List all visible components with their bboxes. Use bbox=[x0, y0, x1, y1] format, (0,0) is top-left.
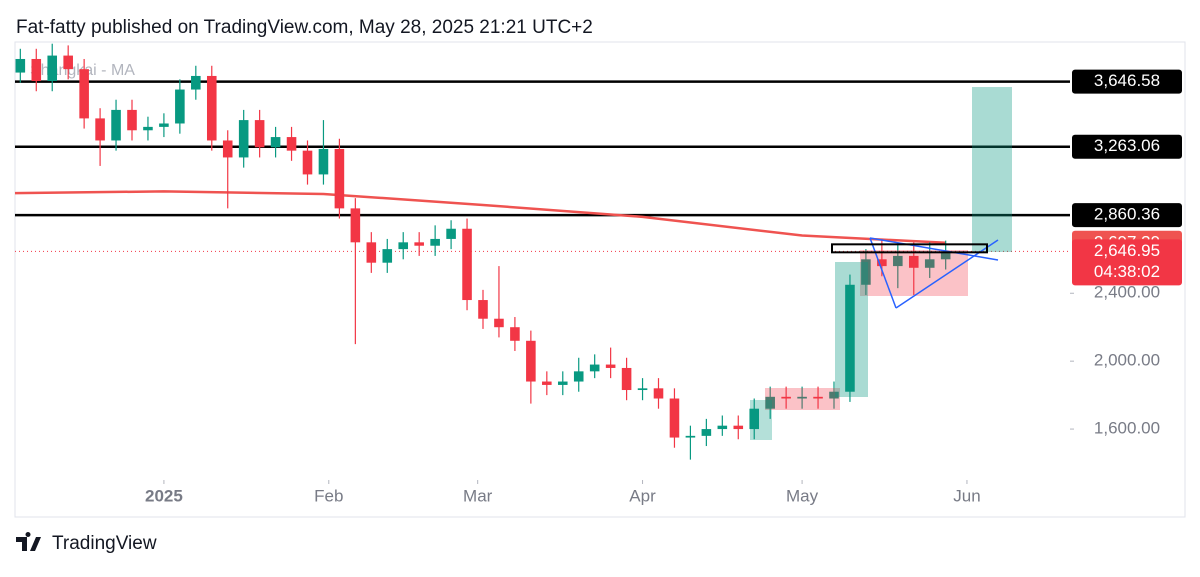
candle-body bbox=[254, 120, 265, 148]
candle-body bbox=[286, 137, 297, 151]
candle-body bbox=[669, 398, 680, 438]
candle-body bbox=[47, 55, 58, 82]
candle-body bbox=[924, 259, 935, 268]
candle-body bbox=[542, 381, 552, 385]
price-label: 3,263.06 bbox=[1094, 136, 1160, 155]
candle-body bbox=[621, 367, 632, 391]
candle-body bbox=[95, 118, 105, 141]
candle-body bbox=[685, 435, 696, 438]
candle-body bbox=[31, 58, 42, 82]
trend-line bbox=[869, 237, 999, 261]
candle-body bbox=[302, 150, 313, 175]
y-tick-label: 2,000.00 bbox=[1094, 351, 1160, 370]
last-price-label: 2,646.95 bbox=[1094, 241, 1160, 260]
candle-body bbox=[414, 242, 424, 246]
x-tick-label: 2025 bbox=[145, 486, 183, 505]
candle-body bbox=[222, 140, 233, 158]
candle-body bbox=[781, 396, 791, 399]
candle-body bbox=[79, 69, 89, 119]
candle-body bbox=[143, 126, 153, 131]
candle-body bbox=[765, 396, 775, 409]
candle-body bbox=[605, 364, 616, 368]
candle-body bbox=[478, 300, 488, 319]
pane bbox=[14, 41, 1186, 518]
candle-body bbox=[318, 148, 329, 175]
candle-body bbox=[877, 259, 887, 267]
drawings bbox=[750, 87, 1012, 440]
x-tick-label: May bbox=[786, 486, 819, 505]
candle-body bbox=[206, 75, 217, 141]
candle-body bbox=[829, 391, 839, 399]
candle-body bbox=[350, 208, 361, 243]
candle-body bbox=[573, 371, 584, 382]
x-tick-label: Jun bbox=[953, 486, 980, 505]
price-label-box bbox=[1072, 203, 1182, 228]
candle-body bbox=[893, 255, 903, 267]
candle-body bbox=[494, 318, 504, 328]
candle-body bbox=[270, 137, 281, 148]
y-tick-label: 2,400.00 bbox=[1094, 283, 1160, 302]
candle-body bbox=[238, 120, 249, 158]
candle-body bbox=[637, 388, 648, 391]
candle-body bbox=[111, 109, 121, 141]
candle-body bbox=[940, 251, 951, 260]
candle-body bbox=[398, 242, 409, 250]
candle-body bbox=[797, 396, 807, 399]
price-label: 2,860.36 bbox=[1094, 205, 1160, 224]
candle-body bbox=[175, 89, 185, 124]
zone bbox=[765, 388, 840, 410]
candle-body bbox=[861, 259, 871, 285]
zone bbox=[835, 262, 868, 397]
candle-body bbox=[430, 238, 440, 246]
candle-body bbox=[366, 242, 377, 263]
candle-body bbox=[717, 425, 728, 430]
header: Fat-fatty published on TradingView.com, … bbox=[16, 17, 593, 38]
candle-body bbox=[159, 123, 169, 127]
candle-body bbox=[191, 75, 201, 90]
candle-body bbox=[382, 249, 393, 263]
ma-line bbox=[14, 190, 946, 245]
zone bbox=[750, 400, 772, 440]
candle-body bbox=[63, 55, 73, 70]
candle-body bbox=[526, 340, 536, 382]
range-box bbox=[831, 243, 988, 254]
price-label-box bbox=[1072, 134, 1182, 159]
price-label-box bbox=[1072, 69, 1182, 94]
candle-body bbox=[127, 109, 137, 131]
countdown: 04:38:02 bbox=[1094, 262, 1160, 281]
candle-body bbox=[334, 148, 345, 209]
candle-body bbox=[908, 255, 919, 268]
x-tick-label: Mar bbox=[463, 486, 493, 505]
price-label: 3,646.58 bbox=[1094, 71, 1160, 90]
candle-body bbox=[749, 408, 760, 430]
candle-body bbox=[446, 228, 456, 239]
y-tick-label: 1,600.00 bbox=[1094, 419, 1160, 438]
candle-body bbox=[701, 429, 712, 436]
candle-body bbox=[510, 327, 520, 341]
candle-body bbox=[15, 58, 26, 73]
candle-body bbox=[589, 364, 600, 372]
candle-body bbox=[557, 381, 568, 385]
last-price-box bbox=[1072, 239, 1182, 286]
target-zone bbox=[972, 87, 1012, 252]
candle-body bbox=[733, 425, 744, 430]
candle-body bbox=[813, 396, 823, 399]
candle-body bbox=[845, 284, 855, 392]
footer-logo: TradingView bbox=[16, 532, 157, 554]
x-tick-label: Feb bbox=[314, 486, 343, 505]
footer-text: TradingView bbox=[52, 533, 157, 554]
candle-body bbox=[462, 228, 472, 301]
trend-line bbox=[869, 237, 897, 309]
logo-icon bbox=[16, 532, 41, 551]
x-tick-label: Apr bbox=[629, 486, 656, 505]
stop-zone bbox=[860, 250, 968, 296]
candle-body bbox=[653, 388, 664, 399]
